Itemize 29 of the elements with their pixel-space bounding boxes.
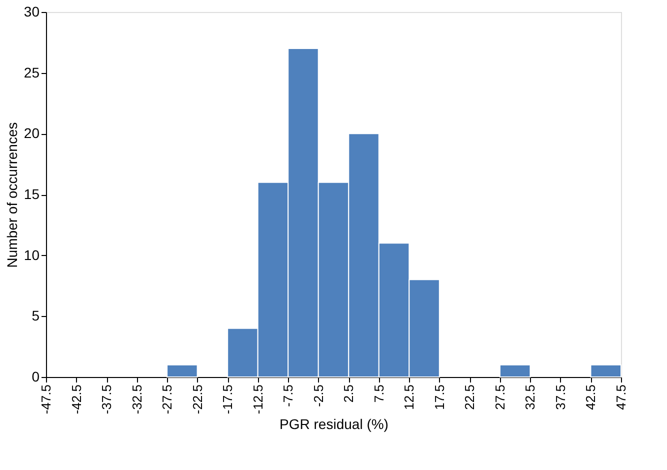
x-tick-label: 2.5 (341, 384, 356, 403)
x-tick-label: 17.5 (432, 384, 447, 410)
x-tick-label: -17.5 (220, 384, 236, 414)
x-tick-label: -47.5 (38, 384, 54, 414)
x-tick-label: -42.5 (68, 384, 84, 414)
x-axis-title: PGR residual (%) (280, 416, 388, 432)
y-tick-label: 20 (24, 125, 40, 142)
y-tick-label: 0 (32, 368, 40, 384)
y-tick-label: 30 (24, 4, 40, 20)
x-tick-label: 42.5 (583, 384, 598, 410)
x-tick-label: -27.5 (160, 384, 175, 414)
x-tick-label: -7.5 (280, 384, 296, 407)
y-axis-title: Number of occurrences (4, 122, 20, 268)
y-tick-label: 25 (24, 64, 40, 80)
x-tick-label: 47.5 (614, 384, 628, 410)
x-tick-label: -22.5 (190, 384, 205, 414)
y-tick-label: 5 (32, 308, 40, 324)
y-tick-label: 15 (24, 186, 40, 202)
y-tick-label: 10 (24, 246, 40, 263)
x-tick-label: 7.5 (371, 384, 386, 403)
x-tick-label: -12.5 (250, 384, 266, 414)
x-tick-label: -32.5 (129, 384, 144, 414)
x-tick-label: 27.5 (492, 384, 508, 410)
x-tick-label: 32.5 (522, 384, 538, 410)
x-tick-label: 12.5 (402, 384, 417, 410)
x-tick-label: -37.5 (99, 384, 114, 414)
x-tick-label: 37.5 (552, 384, 568, 410)
x-tick-label: 22.5 (462, 384, 478, 410)
x-tick-label: -2.5 (310, 384, 326, 407)
